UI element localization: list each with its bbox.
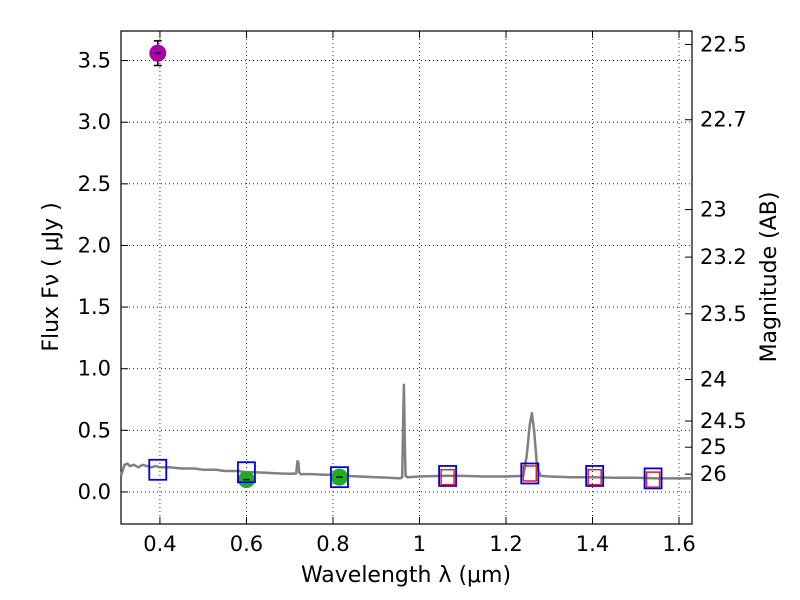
y-tick-label: 2.0 [78,233,111,257]
y2-tick-labels: 22.5 22.7 23 23.2 23.5 24 24.525 26 [700,32,747,486]
y-tick-label: 0.5 [78,418,111,442]
upper-limit-point [645,471,661,488]
y2-tick-label: 22.7 [700,108,747,132]
y-tick-label: 3.5 [78,49,111,73]
model-photometry-point [643,467,663,490]
y2-axis-label: Magnitude (AB) [757,192,782,363]
x-tick-labels: 0.4 0.6 0.8 1 1.2 1.4 1.6 [143,532,695,556]
y-tick-label: 0.0 [78,480,111,504]
x-tick-label: 1.2 [489,532,522,556]
x-tick-label: 0.8 [316,532,349,556]
upper-limit-point [440,468,455,486]
y-tick-labels: 0.0 0.5 1.0 1.5 2.0 2.5 3.0 3.5 [78,49,111,504]
y-tick-label: 1.5 [78,295,111,319]
y2-tick-label: 23.2 [700,245,747,269]
y2-tick-label: 24 [700,368,727,392]
y2-tick-label: 23.5 [700,302,747,326]
y-tick-label: 1.0 [78,357,111,381]
y2-tick-label: 23 [700,198,727,222]
x-axis-label: Wavelength λ (μm) [301,563,511,588]
model-photometry-point [237,461,256,484]
y-axis-label: Flux Fν ( μJy ) [39,202,64,351]
y-tick-label: 3.0 [78,110,111,134]
y2-tick-label: 25 [700,435,727,459]
y2-tick-label: 24.5 [700,409,747,433]
model-photometry-point [585,465,605,487]
x-tick-label: 0.6 [230,532,263,556]
upper-limit-point [587,468,602,486]
x-tick-label: 1.6 [662,532,695,556]
y2-tick-label: 22.5 [700,32,747,56]
data-series [119,40,692,490]
y-tick-label: 2.5 [78,172,111,196]
upper-limit-point [522,465,538,482]
y2-tick-label: 26 [700,462,727,486]
model-photometry-point [330,466,349,489]
model-photometry-point [438,465,457,487]
model-photometry-point [148,458,168,481]
x-tick-label: 1.4 [576,532,609,556]
axis-ticks [121,31,692,524]
model-photometry-point [520,462,540,485]
x-tick-label: 1 [413,532,426,556]
x-tick-label: 0.4 [143,532,176,556]
plot-frame [120,30,693,525]
